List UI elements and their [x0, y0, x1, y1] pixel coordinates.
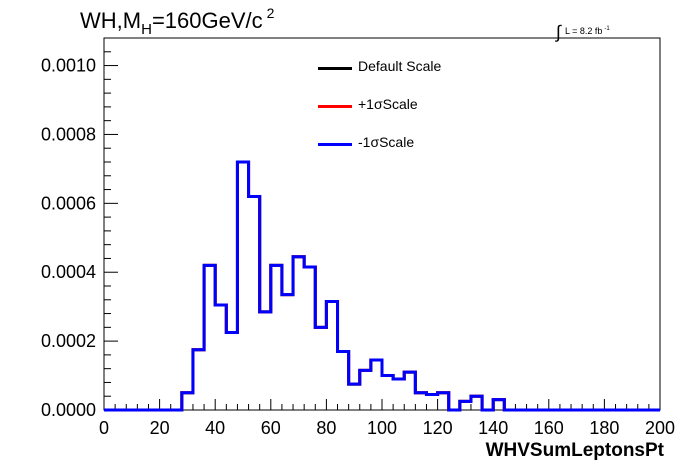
title-superscript: 2: [266, 5, 275, 21]
x-tick-label: 40: [205, 418, 225, 438]
legend-swatch-plus: [318, 105, 352, 108]
luminosity-superscript: -1: [604, 26, 610, 32]
x-tick-label: 0: [99, 418, 109, 438]
y-tick-label: 0.0002: [41, 331, 96, 351]
y-tick-label: 0.0010: [41, 56, 96, 76]
integral-symbol: ∫: [556, 22, 561, 42]
y-axis-ticks: 0.0000 0.0002 0.0004 0.0006 0.0008 0.0010: [41, 37, 118, 420]
x-axis-ticks: 0 20 40 60 80 100 120 140 160 180 200: [99, 399, 675, 438]
title-main: WH,M: [80, 8, 142, 33]
y-tick-label: 0.0006: [41, 193, 96, 213]
y-tick-label: 0.0008: [41, 124, 96, 144]
x-tick-label: 60: [261, 418, 281, 438]
chart-title: WH,MH=160GeV/c 2: [80, 5, 275, 38]
histogram-series-2: [104, 160, 660, 412]
y-tick-label: 0.0004: [41, 262, 96, 282]
legend-label-minus: -1σScale: [358, 134, 415, 150]
legend-swatch-default: [318, 67, 352, 70]
x-tick-label: 20: [150, 418, 170, 438]
plot-frame: [103, 37, 661, 411]
x-tick-label: 100: [367, 418, 397, 438]
y-tick-label: 0.0000: [41, 400, 96, 420]
title-rest: =160GeV/c: [151, 8, 263, 33]
x-tick-label: 140: [478, 418, 508, 438]
x-tick-label: 160: [534, 418, 564, 438]
x-tick-label: 80: [316, 418, 336, 438]
title-subscript: H: [141, 21, 152, 38]
legend-label-default: Default Scale: [358, 58, 442, 74]
x-tick-label: 180: [589, 418, 619, 438]
histogram-series: [104, 160, 660, 412]
luminosity-text: L = 8.2 fb: [564, 26, 603, 36]
x-tick-label: 200: [645, 418, 675, 438]
x-tick-label: 120: [423, 418, 453, 438]
x-axis-label: WHVSumLeptonsPt: [485, 440, 664, 461]
luminosity-label: ∫ L = 8.2 fb -1: [556, 18, 610, 42]
legend-swatch-minus: [318, 143, 352, 146]
legend-label-plus: +1σScale: [358, 96, 418, 112]
